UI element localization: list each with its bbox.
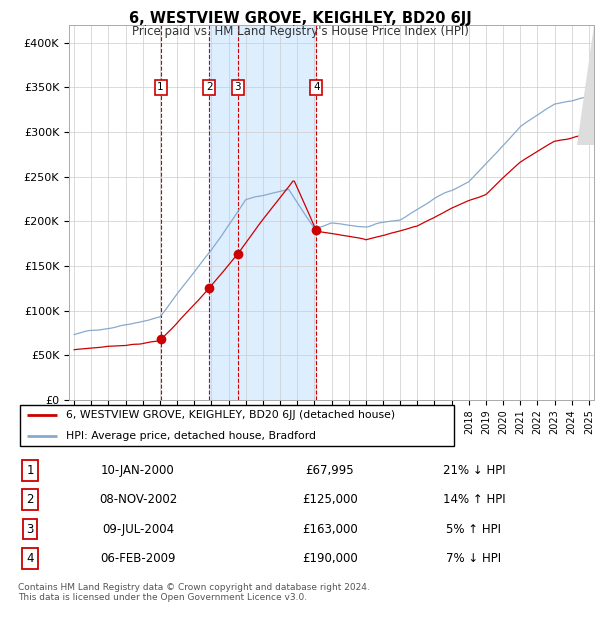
Text: 2: 2 bbox=[206, 82, 212, 92]
Text: 10-JAN-2000: 10-JAN-2000 bbox=[101, 464, 175, 477]
Text: £163,000: £163,000 bbox=[302, 523, 358, 536]
Text: £190,000: £190,000 bbox=[302, 552, 358, 565]
Text: 7% ↓ HPI: 7% ↓ HPI bbox=[446, 552, 502, 565]
Text: £125,000: £125,000 bbox=[302, 494, 358, 506]
Text: 09-JUL-2004: 09-JUL-2004 bbox=[102, 523, 174, 536]
Text: 1: 1 bbox=[157, 82, 164, 92]
Text: HPI: Average price, detached house, Bradford: HPI: Average price, detached house, Brad… bbox=[66, 432, 316, 441]
Text: Price paid vs. HM Land Registry's House Price Index (HPI): Price paid vs. HM Land Registry's House … bbox=[131, 25, 469, 38]
Text: 3: 3 bbox=[26, 523, 34, 536]
Text: 4: 4 bbox=[26, 552, 34, 565]
Text: 5% ↑ HPI: 5% ↑ HPI bbox=[446, 523, 502, 536]
Text: 3: 3 bbox=[235, 82, 241, 92]
Text: 06-FEB-2009: 06-FEB-2009 bbox=[100, 552, 176, 565]
Text: 1: 1 bbox=[26, 464, 34, 477]
Text: 6, WESTVIEW GROVE, KEIGHLEY, BD20 6JJ: 6, WESTVIEW GROVE, KEIGHLEY, BD20 6JJ bbox=[128, 11, 472, 26]
Text: 14% ↑ HPI: 14% ↑ HPI bbox=[443, 494, 505, 506]
FancyBboxPatch shape bbox=[20, 405, 454, 446]
Text: £67,995: £67,995 bbox=[305, 464, 355, 477]
Text: 08-NOV-2002: 08-NOV-2002 bbox=[99, 494, 177, 506]
Polygon shape bbox=[577, 25, 594, 145]
Text: This data is licensed under the Open Government Licence v3.0.: This data is licensed under the Open Gov… bbox=[18, 593, 307, 603]
Text: 2: 2 bbox=[26, 494, 34, 506]
Text: 6, WESTVIEW GROVE, KEIGHLEY, BD20 6JJ (detached house): 6, WESTVIEW GROVE, KEIGHLEY, BD20 6JJ (d… bbox=[66, 410, 395, 420]
Text: Contains HM Land Registry data © Crown copyright and database right 2024.: Contains HM Land Registry data © Crown c… bbox=[18, 583, 370, 592]
Bar bbox=[209, 25, 316, 400]
Text: 4: 4 bbox=[313, 82, 320, 92]
Text: 21% ↓ HPI: 21% ↓ HPI bbox=[443, 464, 505, 477]
